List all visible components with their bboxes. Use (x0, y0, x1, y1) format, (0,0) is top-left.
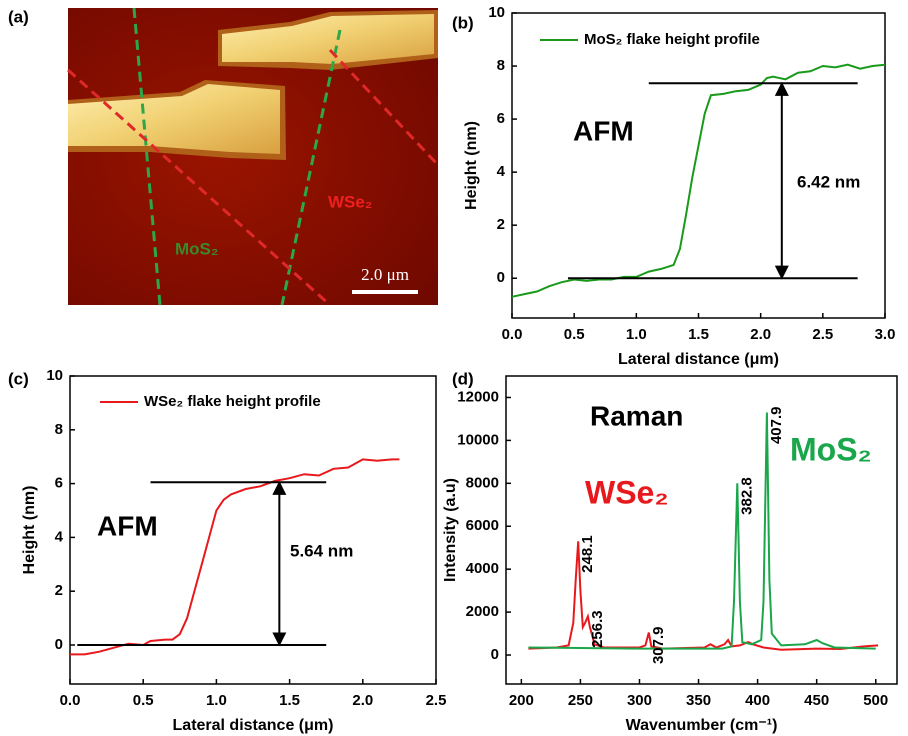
y-tick-label: 6 (55, 475, 63, 492)
peak-label: 248.1 (579, 535, 596, 573)
peak-label: 407.9 (768, 406, 785, 444)
x-tick-label: 500 (863, 692, 888, 709)
x-axis-title: Lateral distance (μm) (173, 717, 334, 734)
x-tick-label: 1.0 (626, 326, 647, 343)
y-tick-label: 2 (55, 582, 63, 599)
annotation: 5.64 nm (290, 541, 353, 560)
x-tick-label: 300 (627, 692, 652, 709)
x-tick-label: 350 (686, 692, 711, 709)
x-tick-label: 2.0 (750, 326, 771, 343)
y-tick-label: 4 (497, 163, 506, 180)
x-tick-label: 1.5 (688, 326, 709, 343)
plot-frame (512, 13, 885, 318)
panel-label: (a) (8, 7, 29, 26)
x-tick-label: 200 (509, 692, 534, 709)
x-tick-label: 2.5 (426, 692, 447, 709)
plot-frame (506, 376, 897, 684)
x-tick-label: 1.0 (206, 692, 227, 709)
y-tick-label: 8000 (466, 474, 499, 491)
panel-label: (d) (452, 369, 474, 388)
y-tick-label: 10 (488, 4, 505, 21)
y-tick-label: 12000 (457, 388, 499, 405)
annotation: Raman (590, 400, 683, 431)
region-label: MoS₂ (175, 239, 218, 258)
x-tick-label: 2.5 (812, 326, 833, 343)
x-tick-label: 3.0 (875, 326, 896, 343)
y-tick-label: 0 (497, 269, 505, 286)
x-tick-label: 0.0 (60, 692, 81, 709)
region-label: WSe₂ (328, 192, 372, 211)
annotation: AFM (97, 510, 158, 541)
x-tick-label: 1.5 (279, 692, 300, 709)
x-tick-label: 250 (568, 692, 593, 709)
y-tick-label: 2000 (466, 603, 499, 620)
x-axis-title: Wavenumber (cm⁻¹) (626, 717, 778, 734)
y-tick-label: 0 (55, 636, 63, 653)
scale-bar-label: 2.0 μm (361, 265, 409, 284)
y-tick-label: 2 (497, 216, 505, 233)
legend-label: WSe₂ flake height profile (144, 393, 321, 410)
y-tick-label: 10000 (457, 431, 499, 448)
x-tick-label: 0.5 (133, 692, 154, 709)
x-tick-label: 0.0 (502, 326, 523, 343)
annotation: AFM (573, 115, 634, 146)
peak-label: 307.9 (650, 626, 667, 664)
annotation: 6.42 nm (797, 172, 860, 191)
y-tick-label: 4 (55, 528, 64, 545)
x-tick-label: 400 (745, 692, 770, 709)
peak-label: 256.3 (589, 610, 606, 648)
y-tick-label: 8 (55, 421, 63, 438)
y-tick-label: 6 (497, 110, 505, 127)
panel-label: (c) (8, 369, 29, 388)
x-tick-label: 0.5 (564, 326, 585, 343)
afm-image: WSe₂ MoS₂ 2.0 μm (68, 8, 438, 305)
y-tick-label: 6000 (466, 517, 499, 534)
x-tick-label: 2.0 (352, 692, 373, 709)
y-axis-title: Intensity (a.u) (442, 478, 459, 582)
y-axis-title: Height (nm) (21, 486, 38, 575)
y-axis-title: Height (nm) (463, 121, 480, 210)
peak-label: 382.8 (738, 477, 755, 515)
panel-label: (b) (452, 13, 474, 32)
y-tick-label: 8 (497, 57, 505, 74)
y-tick-label: 4000 (466, 560, 499, 577)
legend-label: MoS₂ flake height profile (584, 31, 760, 48)
series-label: WSe₂ (585, 474, 669, 510)
figure: WSe₂ MoS₂ 2.0 μm (a) (b) (c) (d) 0.0 0.5 1… (0, 0, 908, 736)
series-label: MoS₂ (790, 431, 872, 467)
y-tick-label: 0 (491, 646, 499, 663)
x-tick-label: 450 (804, 692, 829, 709)
x-axis-title: Lateral distance (μm) (618, 351, 779, 368)
y-tick-label: 10 (46, 367, 63, 384)
